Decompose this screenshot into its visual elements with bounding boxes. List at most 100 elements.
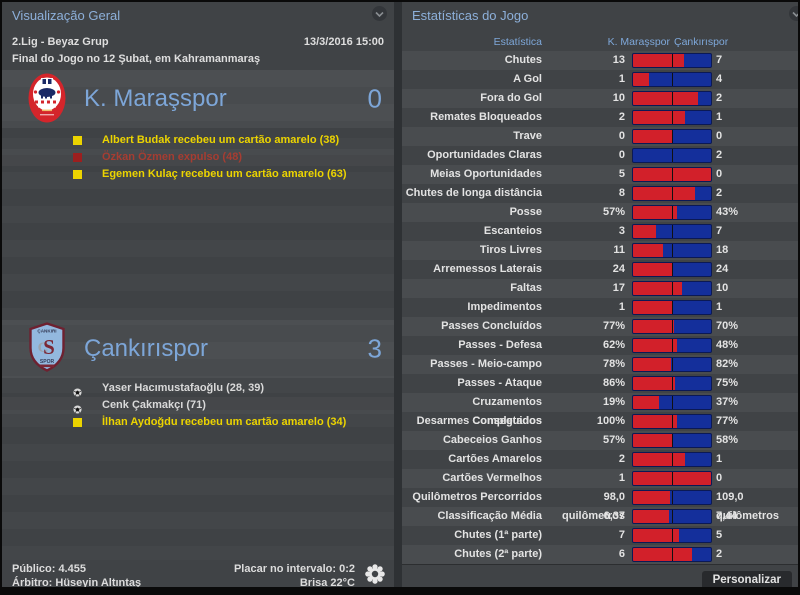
home-bar-segment	[633, 301, 672, 314]
stat-row: Chutes (1ª parte) 7 5	[402, 526, 798, 545]
away-team-name[interactable]: Çankırıspor	[84, 335, 209, 362]
match-event-row: İlhan Aydoğdu recebeu um cartão amarelo …	[2, 414, 394, 431]
match-meta-row: 2.Lig - Beyaz Grup 13/3/2016 15:00	[12, 36, 384, 48]
football-icon	[73, 405, 82, 414]
away-team-row[interactable]: Çankırıspor 3	[2, 320, 394, 378]
stat-away-value: 0	[716, 130, 723, 142]
red-card-icon	[73, 153, 82, 162]
stat-row: Cabeceios Ganhos 57% 58%	[402, 431, 798, 450]
match-overview-panel: Visualização Geral 2.Lig - Beyaz Grup 13…	[2, 2, 394, 587]
bar-center-line	[672, 244, 673, 257]
stats-table: Chutes 13 7 A Gol 1 4 Fora do Gol 10 2 R…	[402, 51, 798, 564]
stats-panel-title: Estatísticas do Jogo	[412, 8, 529, 23]
column-header-away-team[interactable]: Çankırıspor	[674, 36, 729, 48]
event-text: Albert Budak recebeu um cartão amarelo (…	[102, 134, 340, 146]
stat-label: Cartões Vermelhos	[442, 472, 542, 484]
stat-comparison-bar	[632, 186, 712, 201]
stat-label: Chutes	[504, 54, 542, 66]
stat-comparison-bar	[632, 281, 712, 296]
match-event-row: Egemen Kulaç recebeu um cartão amarelo (…	[2, 166, 394, 183]
away-team-score: 3	[367, 333, 382, 364]
bar-center-line	[672, 548, 673, 561]
stat-away-value: 2	[716, 187, 723, 199]
match-event-row: Özkan Özmen expulso (48)	[2, 149, 394, 166]
stat-home-value: 17	[612, 282, 625, 294]
stat-home-value: 10	[612, 92, 625, 104]
kickoff-datetime: 13/3/2016 15:00	[303, 36, 384, 48]
home-team-name[interactable]: K. Maraşspor	[84, 85, 227, 112]
stat-comparison-bar	[632, 72, 712, 87]
stat-home-value: 7	[618, 529, 625, 541]
home-bar-segment	[633, 263, 672, 276]
attendance-label: Público: 4.455	[12, 563, 86, 575]
home-team-row[interactable]: K. Maraşspor 0	[2, 70, 394, 128]
stat-away-value: 75%	[716, 377, 739, 389]
stat-row: Passes - Meio-campo 78% 82%	[402, 355, 798, 374]
event-text: Özkan Özmen expulso (48)	[102, 151, 242, 163]
home-bar-segment	[633, 73, 649, 86]
stat-home-value: 1	[618, 301, 625, 313]
stat-comparison-bar	[632, 433, 712, 448]
stats-column-headers: Estatística K. Maraşspor Çankırıspor	[402, 36, 798, 52]
stat-label: Cruzamentos Completados	[472, 396, 542, 427]
stat-row: Fora do Gol 10 2	[402, 89, 798, 108]
stat-comparison-bar	[632, 471, 712, 486]
bar-center-line	[672, 472, 673, 485]
stat-row: Remates Bloqueados 2 1	[402, 108, 798, 127]
stat-row: Chutes 13 7	[402, 51, 798, 70]
column-header-home-team[interactable]: K. Maraşspor	[607, 36, 670, 48]
stat-label: Classificação Média	[437, 510, 542, 522]
stat-away-value: 10	[716, 282, 729, 294]
match-footer-right: Placar no intervalo: 0:2 Brisa 22°C	[234, 562, 355, 587]
stat-away-value: 0	[716, 168, 723, 180]
bar-center-line	[672, 396, 673, 409]
stat-comparison-bar	[632, 110, 712, 125]
bar-center-line	[672, 54, 673, 67]
stat-away-value: 2	[716, 149, 723, 161]
bar-center-line	[672, 130, 673, 143]
home-team-badge[interactable]	[28, 73, 66, 123]
stat-comparison-bar	[632, 319, 712, 334]
stat-home-value: 1	[618, 472, 625, 484]
event-text: Cenk Çakmakçı (71)	[102, 399, 206, 411]
home-bar-segment	[633, 187, 696, 200]
stat-row: Chutes de longa distância 8 2	[402, 184, 798, 203]
stat-home-value: 62%	[602, 339, 625, 351]
bar-center-line	[672, 111, 673, 124]
stat-home-value: 19%	[602, 396, 625, 408]
stat-row: Posse 57% 43%	[402, 203, 798, 222]
bar-center-line	[672, 301, 673, 314]
stat-away-value: 82%	[716, 358, 739, 370]
stat-row: Cartões Amarelos 2 1	[402, 450, 798, 469]
stat-row: Faltas 17 10	[402, 279, 798, 298]
stat-comparison-bar	[632, 53, 712, 68]
stat-row: Impedimentos 1 1	[402, 298, 798, 317]
stat-comparison-bar	[632, 205, 712, 220]
stat-label: Passes - Defesa	[458, 339, 542, 351]
stat-row: Trave 0 0	[402, 127, 798, 146]
home-bar-segment	[633, 415, 678, 428]
stat-row: Passes - Defesa 62% 48%	[402, 336, 798, 355]
away-team-badge[interactable]: ÇANKIRI C S SPOR	[28, 322, 66, 372]
bar-center-line	[672, 168, 673, 181]
chevron-down-icon	[375, 11, 384, 17]
stat-comparison-bar	[632, 300, 712, 315]
competition-label: 2.Lig - Beyaz Grup	[12, 36, 109, 48]
overview-panel-menu-button[interactable]	[372, 6, 387, 21]
stats-panel-menu-button[interactable]	[789, 6, 798, 21]
stat-row: Escanteios 3 7	[402, 222, 798, 241]
home-team-score: 0	[367, 83, 382, 114]
stat-comparison-bar	[632, 224, 712, 239]
stat-away-value: 0	[716, 472, 723, 484]
bar-center-line	[672, 73, 673, 86]
bar-center-line	[672, 320, 673, 333]
stat-away-value: 48%	[716, 339, 739, 351]
stat-label: Tiros Livres	[479, 244, 542, 256]
event-text: Egemen Kulaç recebeu um cartão amarelo (…	[102, 168, 347, 180]
personalizar-button[interactable]: Personalizar	[701, 571, 792, 587]
column-header-stat[interactable]: Estatística	[493, 36, 542, 48]
home-bar-segment	[633, 453, 685, 466]
referee-label: Árbitro: Hüseyin Altıntaş	[12, 577, 142, 587]
bar-center-line	[672, 206, 673, 219]
stat-away-value: 109,0 quilômetros	[716, 491, 779, 522]
